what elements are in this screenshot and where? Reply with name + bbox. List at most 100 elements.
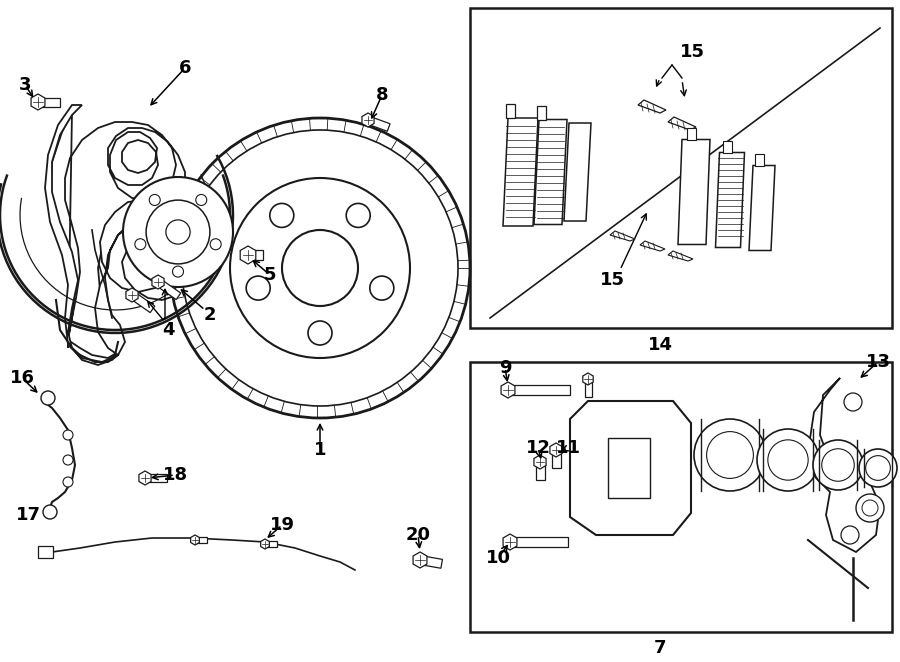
Text: 1: 1 bbox=[314, 441, 327, 459]
Polygon shape bbox=[534, 455, 546, 469]
Circle shape bbox=[822, 449, 854, 481]
Polygon shape bbox=[534, 120, 567, 224]
Text: 5: 5 bbox=[264, 266, 276, 284]
Circle shape bbox=[211, 239, 221, 250]
Circle shape bbox=[282, 230, 358, 306]
Polygon shape bbox=[195, 537, 207, 543]
Circle shape bbox=[862, 500, 878, 516]
Polygon shape bbox=[610, 231, 635, 241]
Circle shape bbox=[270, 203, 293, 228]
Polygon shape bbox=[508, 385, 570, 395]
Circle shape bbox=[146, 200, 210, 264]
Text: 2: 2 bbox=[203, 306, 216, 324]
Polygon shape bbox=[362, 113, 374, 127]
Polygon shape bbox=[678, 140, 710, 244]
Text: 13: 13 bbox=[866, 353, 890, 371]
Text: 8: 8 bbox=[375, 86, 388, 104]
Polygon shape bbox=[139, 471, 151, 485]
Text: 17: 17 bbox=[15, 506, 40, 524]
Circle shape bbox=[768, 440, 808, 480]
Text: 16: 16 bbox=[10, 369, 34, 387]
Polygon shape bbox=[366, 117, 390, 131]
Polygon shape bbox=[640, 241, 665, 251]
Circle shape bbox=[63, 477, 73, 487]
Circle shape bbox=[230, 178, 410, 358]
Bar bbox=[38, 546, 53, 558]
Circle shape bbox=[63, 455, 73, 465]
Text: 4: 4 bbox=[162, 321, 175, 339]
Circle shape bbox=[694, 419, 766, 491]
Polygon shape bbox=[808, 378, 880, 552]
Text: 6: 6 bbox=[179, 59, 192, 77]
Circle shape bbox=[135, 239, 146, 250]
Circle shape bbox=[841, 526, 859, 544]
Polygon shape bbox=[38, 97, 60, 107]
Circle shape bbox=[856, 494, 884, 522]
Polygon shape bbox=[156, 279, 181, 300]
Polygon shape bbox=[413, 552, 427, 568]
Polygon shape bbox=[510, 537, 568, 547]
Polygon shape bbox=[716, 152, 744, 248]
Bar bbox=[470, 362, 892, 632]
Polygon shape bbox=[126, 288, 138, 302]
Circle shape bbox=[757, 429, 819, 491]
Circle shape bbox=[43, 505, 57, 519]
Circle shape bbox=[63, 430, 73, 440]
Polygon shape bbox=[419, 555, 443, 568]
Text: 15: 15 bbox=[599, 271, 625, 289]
Circle shape bbox=[370, 276, 394, 300]
Text: 19: 19 bbox=[269, 516, 294, 534]
Polygon shape bbox=[638, 100, 666, 113]
Circle shape bbox=[247, 276, 270, 300]
Polygon shape bbox=[552, 450, 561, 468]
Text: 9: 9 bbox=[499, 359, 511, 377]
Polygon shape bbox=[550, 443, 562, 457]
Text: 10: 10 bbox=[485, 549, 510, 567]
Circle shape bbox=[859, 449, 897, 487]
Polygon shape bbox=[668, 117, 696, 130]
Polygon shape bbox=[564, 123, 591, 221]
Polygon shape bbox=[240, 246, 256, 264]
Polygon shape bbox=[749, 166, 775, 250]
Polygon shape bbox=[501, 382, 515, 398]
Circle shape bbox=[813, 440, 863, 490]
Polygon shape bbox=[503, 118, 538, 226]
Polygon shape bbox=[130, 292, 155, 312]
Circle shape bbox=[866, 455, 890, 481]
Text: 3: 3 bbox=[19, 76, 32, 94]
Text: 15: 15 bbox=[680, 43, 705, 61]
Circle shape bbox=[182, 130, 458, 406]
Polygon shape bbox=[261, 539, 269, 549]
Text: 12: 12 bbox=[526, 439, 551, 457]
Polygon shape bbox=[723, 140, 732, 152]
Polygon shape bbox=[506, 104, 515, 118]
Bar bbox=[470, 8, 892, 328]
Polygon shape bbox=[584, 379, 591, 397]
Circle shape bbox=[346, 203, 370, 228]
Circle shape bbox=[196, 195, 207, 205]
Polygon shape bbox=[191, 535, 199, 545]
Circle shape bbox=[173, 266, 184, 277]
Circle shape bbox=[170, 118, 470, 418]
Polygon shape bbox=[570, 401, 691, 535]
Text: 20: 20 bbox=[406, 526, 430, 544]
Polygon shape bbox=[536, 462, 544, 480]
Polygon shape bbox=[50, 112, 185, 358]
Polygon shape bbox=[145, 474, 167, 482]
Circle shape bbox=[41, 391, 55, 405]
Polygon shape bbox=[537, 105, 546, 120]
Polygon shape bbox=[45, 105, 198, 365]
Polygon shape bbox=[583, 373, 593, 385]
Text: 7: 7 bbox=[653, 639, 666, 657]
Circle shape bbox=[166, 220, 190, 244]
Bar bbox=[608, 438, 650, 498]
Circle shape bbox=[123, 177, 233, 287]
Polygon shape bbox=[265, 541, 277, 547]
Polygon shape bbox=[687, 128, 696, 140]
Polygon shape bbox=[755, 154, 764, 166]
Text: 18: 18 bbox=[162, 466, 187, 484]
Text: 14: 14 bbox=[647, 336, 672, 354]
Polygon shape bbox=[503, 534, 517, 550]
Circle shape bbox=[149, 195, 160, 205]
Circle shape bbox=[308, 321, 332, 345]
